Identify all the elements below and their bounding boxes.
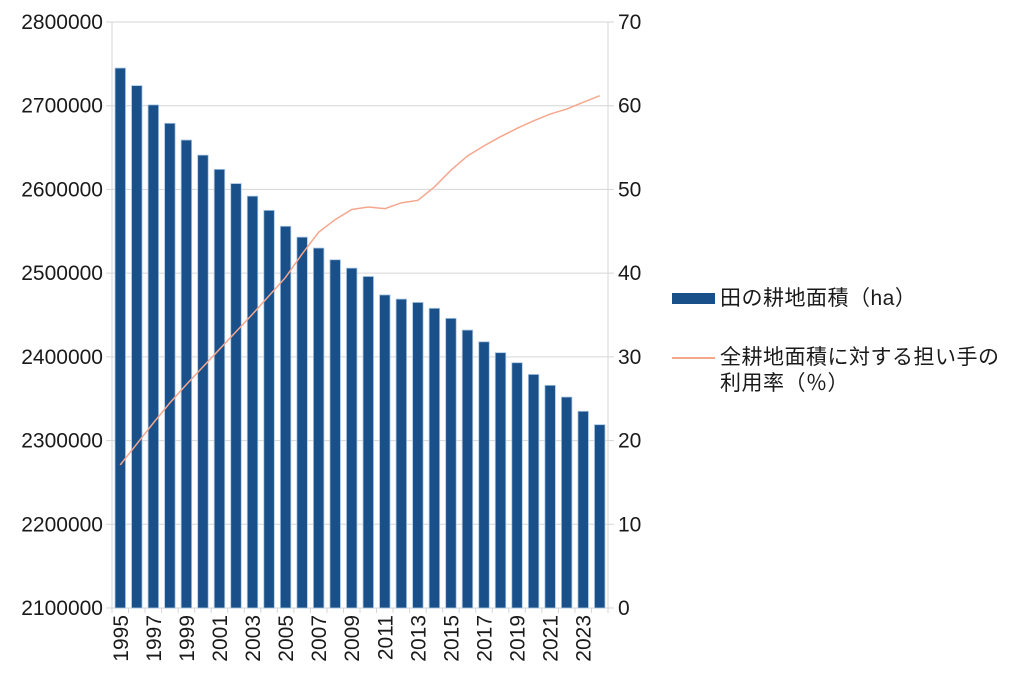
y-axis-left-tick-label: 2300000	[21, 430, 103, 453]
x-axis-tick-label-2023: 2023	[573, 615, 596, 662]
x-axis-tick-label-2017: 2017	[474, 615, 497, 662]
bar-2018	[494, 352, 507, 609]
bar-2002	[230, 183, 242, 609]
x-axis-tick-label-2019: 2019	[507, 615, 530, 662]
bar-2010	[362, 276, 374, 609]
y-axis-left-tick-label: 2500000	[21, 262, 103, 285]
bar-series-swatch	[672, 293, 715, 304]
y-axis-left-tick-label: 2700000	[21, 95, 103, 118]
y-axis-left-tick-label: 2400000	[21, 346, 103, 369]
utilization-line	[119, 94, 601, 466]
bar-2017	[478, 341, 490, 609]
y-axis-right-tick-label: 20	[618, 430, 641, 453]
x-axis-tick-label-1999: 1999	[176, 615, 199, 662]
line-series-swatch	[672, 357, 715, 359]
line-series-label: 全耕地面積に対する担い手の利用率（％）	[720, 346, 1000, 395]
bar-2021	[544, 384, 556, 609]
x-axis-tick-label-1997: 1997	[143, 615, 166, 662]
y-axis-right-tick-label: 40	[618, 262, 641, 285]
bar-1999	[180, 139, 193, 609]
bar-2013	[412, 302, 424, 609]
x-axis-tick-label-2015: 2015	[440, 615, 463, 662]
bar-2012	[395, 298, 407, 609]
bar-2024	[594, 424, 606, 609]
bar-2020	[527, 374, 540, 609]
bar-2023	[577, 410, 589, 609]
x-axis-tick-label-2001: 2001	[209, 615, 232, 662]
x-axis-tick-label-2011: 2011	[374, 615, 397, 660]
y-axis-right-tick-label: 70	[618, 11, 641, 34]
y-axis-left-tick-label: 2800000	[21, 11, 103, 34]
bar-1996	[131, 85, 143, 609]
y-axis-right-tick-label: 30	[618, 346, 641, 369]
bar-2004	[263, 209, 275, 609]
bar-2003	[246, 195, 259, 609]
bar-2009	[346, 267, 358, 609]
bar-2014	[428, 307, 441, 609]
y-axis-left-tick-label: 2600000	[21, 178, 103, 201]
legend-item-bar-series: 田の耕地面積（ha）	[672, 286, 1020, 312]
bar-2007	[313, 247, 325, 609]
bar-series-label: 田の耕地面積（ha）	[720, 287, 917, 310]
y-axis-right-tick-label: 60	[618, 95, 641, 118]
x-axis-tick-label-2003: 2003	[242, 615, 265, 662]
x-axis-tick-label-1995: 1995	[110, 615, 133, 662]
x-axis-tick-label-2009: 2009	[341, 615, 364, 662]
bar-2011	[379, 294, 391, 609]
y-axis-left-tick-label: 2100000	[21, 597, 103, 620]
legend: 田の耕地面積（ha） 全耕地面積に対する担い手の利用率（％）	[672, 286, 1020, 430]
bar-1997	[147, 104, 159, 609]
bar-2022	[561, 396, 573, 609]
x-axis-tick-label-2021: 2021	[540, 615, 563, 662]
bar-2019	[511, 362, 523, 609]
y-axis-right-tick-label: 10	[618, 513, 641, 536]
bar-2008	[329, 259, 341, 609]
bar-2016	[461, 329, 474, 609]
bar-1995	[114, 67, 126, 609]
x-axis-tick-label-2005: 2005	[275, 615, 298, 662]
y-axis-right-tick-label: 0	[618, 597, 630, 620]
bar-2015	[445, 317, 457, 609]
x-axis-tick-label-2007: 2007	[308, 615, 331, 662]
y-axis-left-tick-label: 2200000	[21, 513, 103, 536]
legend-item-line-series: 全耕地面積に対する担い手の利用率（％）	[672, 345, 1020, 397]
bar-2001	[213, 168, 226, 609]
y-axis-right-tick-label: 50	[618, 178, 641, 201]
bar-2000	[197, 154, 209, 609]
bar-2005	[279, 225, 292, 609]
bar-2006	[296, 236, 308, 609]
x-axis-tick-label-2013: 2013	[407, 615, 430, 662]
bar-1998	[164, 122, 176, 609]
